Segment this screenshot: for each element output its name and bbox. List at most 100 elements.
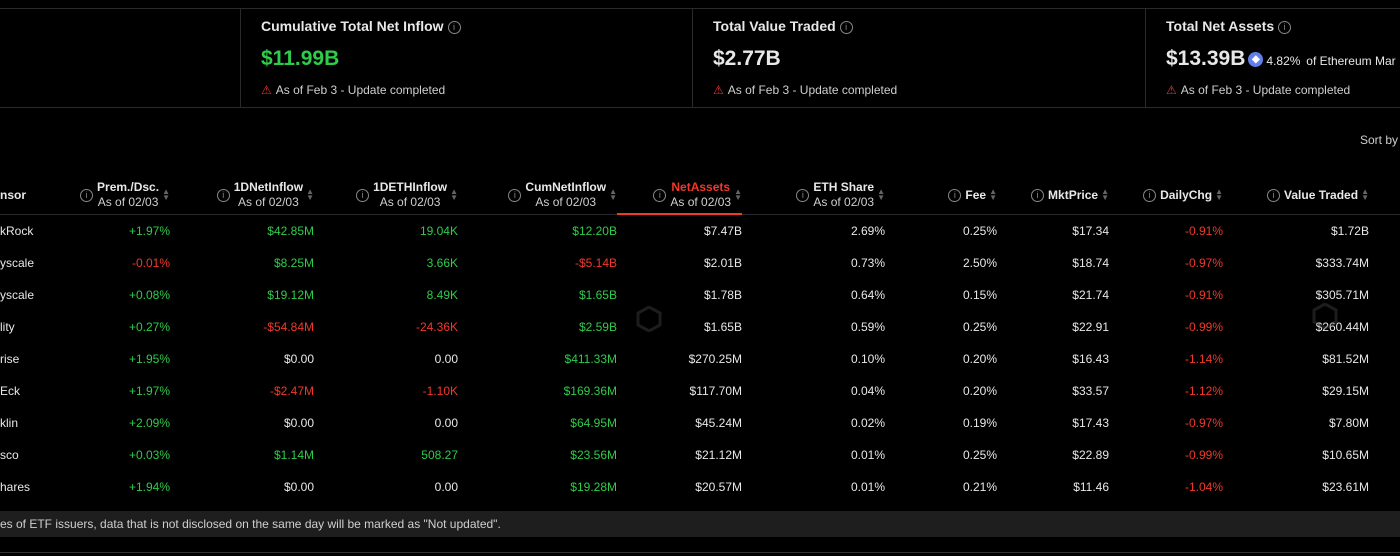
sort-arrows-icon[interactable]: ▲ ▼ bbox=[609, 187, 617, 202]
cell-value-traded: $23.61M bbox=[1322, 480, 1369, 494]
column-header-netassets[interactable]: i NetAssets As of 02/03 ▲ ▼ bbox=[617, 176, 742, 215]
info-icon[interactable]: i bbox=[839, 20, 853, 34]
cell-1dnetinflow: -$54.84M bbox=[263, 320, 314, 334]
column-header-mktprice[interactable]: i MktPrice ▲ ▼ bbox=[997, 176, 1109, 214]
info-icon[interactable]: i bbox=[796, 188, 810, 202]
cell-1dethinflow: 0.00 bbox=[434, 480, 458, 494]
column-header-1dnetinflow[interactable]: i 1DNetInflow As of 02/03 ▲ ▼ bbox=[170, 176, 314, 214]
sort-by-label[interactable]: Sort by bbox=[1359, 133, 1398, 147]
info-icon[interactable]: i bbox=[1278, 20, 1292, 34]
table-row[interactable]: kRock +1.97% $42.85M 19.04K $12.20B $7.47B 2.6… bbox=[0, 215, 1400, 247]
sponsor-cell[interactable]: lity bbox=[0, 320, 15, 334]
column-header-value-traded[interactable]: i Value Traded ▲ ▼ bbox=[1223, 176, 1369, 214]
cell-value-traded: $333.74M bbox=[1315, 256, 1369, 270]
column-header-nsor[interactable]: nsor bbox=[0, 176, 60, 214]
cell-cumnetinflow: $411.33M bbox=[564, 352, 617, 366]
sort-arrows-icon[interactable]: ▲ ▼ bbox=[877, 187, 885, 202]
column-subtitle: As of 02/03 bbox=[238, 195, 299, 209]
cell-fee: 0.15% bbox=[962, 288, 997, 302]
info-icon[interactable]: i bbox=[1031, 188, 1045, 202]
warning-icon: ⚠ bbox=[1166, 83, 1177, 97]
sponsor-cell[interactable]: Eck bbox=[0, 384, 21, 398]
table-row[interactable]: lity +0.27% -$54.84M -24.36K $2.59B $1.65B 0.5… bbox=[0, 311, 1400, 343]
table-row[interactable]: klin +2.09% $0.00 0.00 $64.95M $45.24M 0.02% 0.… bbox=[0, 407, 1400, 439]
sort-arrows-icon[interactable]: ▲ ▼ bbox=[734, 187, 742, 202]
column-title: ETH Share bbox=[813, 180, 875, 194]
table-row[interactable]: yscale -0.01% $8.25M 3.66K -$5.14B $2.01B 0.73… bbox=[0, 247, 1400, 279]
info-icon[interactable]: i bbox=[948, 188, 962, 202]
info-icon[interactable]: i bbox=[356, 188, 370, 202]
sponsor-cell[interactable]: hares bbox=[0, 480, 31, 494]
info-icon[interactable]: i bbox=[653, 188, 667, 202]
table-row[interactable]: sco +0.03% $1.14M 508.27 $23.56M $21.12M 0.01%… bbox=[0, 439, 1400, 471]
cell-1dnetinflow: $8.25M bbox=[273, 256, 314, 270]
cell-cumnetinflow: $12.20B bbox=[572, 224, 617, 238]
card-value: $11.99B bbox=[261, 47, 340, 70]
sort-arrows-icon[interactable]: ▲ ▼ bbox=[989, 187, 997, 202]
info-icon[interactable]: i bbox=[447, 20, 461, 34]
divider bbox=[0, 552, 1400, 553]
cell-prem-dsc-: +1.97% bbox=[128, 224, 170, 238]
cell-cumnetinflow: $64.95M bbox=[570, 416, 617, 430]
sort-arrows-icon[interactable]: ▲ ▼ bbox=[1361, 187, 1369, 202]
sponsor-cell[interactable]: klin bbox=[0, 416, 19, 430]
column-subtitle: As of 02/03 bbox=[535, 195, 597, 209]
cell-dailychg: -0.91% bbox=[1184, 288, 1223, 302]
info-icon[interactable]: i bbox=[216, 188, 230, 202]
sort-arrows-icon[interactable]: ▲ ▼ bbox=[162, 187, 170, 202]
cell-fee: 0.21% bbox=[962, 480, 997, 494]
cell-cumnetinflow: $169.36M bbox=[563, 384, 617, 398]
cell-1dethinflow: 0.00 bbox=[434, 416, 458, 430]
cell-1dethinflow: -24.36K bbox=[415, 320, 458, 334]
column-header-dailychg[interactable]: i DailyChg ▲ ▼ bbox=[1109, 176, 1223, 214]
cell-mktprice: $17.43 bbox=[1072, 416, 1109, 430]
cell-fee: 0.19% bbox=[962, 416, 997, 430]
column-subtitle: As of 02/03 bbox=[813, 195, 875, 209]
cell-fee: 0.25% bbox=[962, 224, 997, 238]
cell-fee: 0.20% bbox=[962, 384, 997, 398]
table-row[interactable]: Eck +1.97% -$2.47M -1.10K $169.36M $117.70M 0.… bbox=[0, 375, 1400, 407]
sort-arrows-icon[interactable]: ▲ ▼ bbox=[1215, 187, 1223, 202]
cell-prem-dsc-: +1.97% bbox=[128, 384, 170, 398]
warning-icon: ⚠ bbox=[713, 83, 724, 97]
cell-netassets: $1.65B bbox=[703, 320, 742, 334]
table-row[interactable]: hares +1.94% $0.00 0.00 $19.28M $20.57M 0.01% 0… bbox=[0, 471, 1400, 503]
column-header-prem-dsc-[interactable]: i Prem./Dsc. As of 02/03 ▲ ▼ bbox=[60, 176, 170, 214]
column-header-cumnetinflow[interactable]: i CumNetInflow As of 02/03 ▲ ▼ bbox=[458, 176, 617, 214]
sponsor-cell[interactable]: kRock bbox=[0, 224, 34, 238]
market-share-label: of Ethereum Mar bbox=[1306, 54, 1396, 68]
sponsor-cell[interactable]: yscale bbox=[0, 288, 35, 302]
sort-arrows-icon[interactable]: ▲ ▼ bbox=[1101, 187, 1109, 202]
column-label: MktPrice bbox=[1048, 188, 1098, 203]
column-header-1dethinflow[interactable]: i 1DETHInflow As of 02/03 ▲ ▼ bbox=[314, 176, 458, 214]
info-icon[interactable]: i bbox=[1267, 188, 1281, 202]
info-icon[interactable]: i bbox=[1143, 188, 1157, 202]
card-value: $13.39B bbox=[1166, 47, 1246, 70]
column-subtitle: As of 02/03 bbox=[379, 195, 441, 209]
info-icon[interactable]: i bbox=[80, 188, 94, 202]
column-title: NetAssets bbox=[671, 180, 731, 194]
cell-fee: 2.50% bbox=[962, 256, 997, 270]
card-cumulative-net-inflow: Cumulative Total Net Inflow i $11.99B ⚠ As… bbox=[240, 9, 692, 107]
sort-arrows-icon[interactable]: ▲ ▼ bbox=[450, 187, 458, 202]
cell-eth-share: 0.04% bbox=[850, 384, 885, 398]
table-row[interactable]: yscale +0.08% $19.12M 8.49K $1.65B $1.78B 0.64… bbox=[0, 279, 1400, 311]
column-label: ETH Share As of 02/03 bbox=[813, 180, 874, 210]
column-label: CumNetInflow As of 02/03 bbox=[525, 180, 606, 210]
summary-cards: Cumulative Total Net Inflow i $11.99B ⚠ As… bbox=[0, 8, 1400, 108]
sponsor-cell[interactable]: yscale bbox=[0, 256, 35, 270]
sort-arrows-icon[interactable]: ▲ ▼ bbox=[306, 187, 314, 202]
sponsor-cell[interactable]: rise bbox=[0, 352, 20, 366]
cell-eth-share: 0.01% bbox=[850, 480, 885, 494]
card-title: Total Value Traded bbox=[713, 18, 836, 34]
cell-1dethinflow: 0.00 bbox=[434, 352, 458, 366]
cell-1dnetinflow: $19.12M bbox=[267, 288, 314, 302]
cell-prem-dsc-: +0.08% bbox=[128, 288, 170, 302]
info-icon[interactable]: i bbox=[508, 188, 522, 202]
card-total-value-traded: Total Value Traded i $2.77B ⚠ As of Feb 3 … bbox=[692, 9, 1145, 107]
sponsor-cell[interactable]: sco bbox=[0, 448, 19, 462]
column-header-fee[interactable]: i Fee ▲ ▼ bbox=[885, 176, 997, 214]
table-row[interactable]: rise +1.95% $0.00 0.00 $411.33M $270.25M 0.10%… bbox=[0, 343, 1400, 375]
column-header-eth-share[interactable]: i ETH Share As of 02/03 ▲ ▼ bbox=[742, 176, 885, 214]
cell-1dethinflow: 8.49K bbox=[426, 288, 458, 302]
